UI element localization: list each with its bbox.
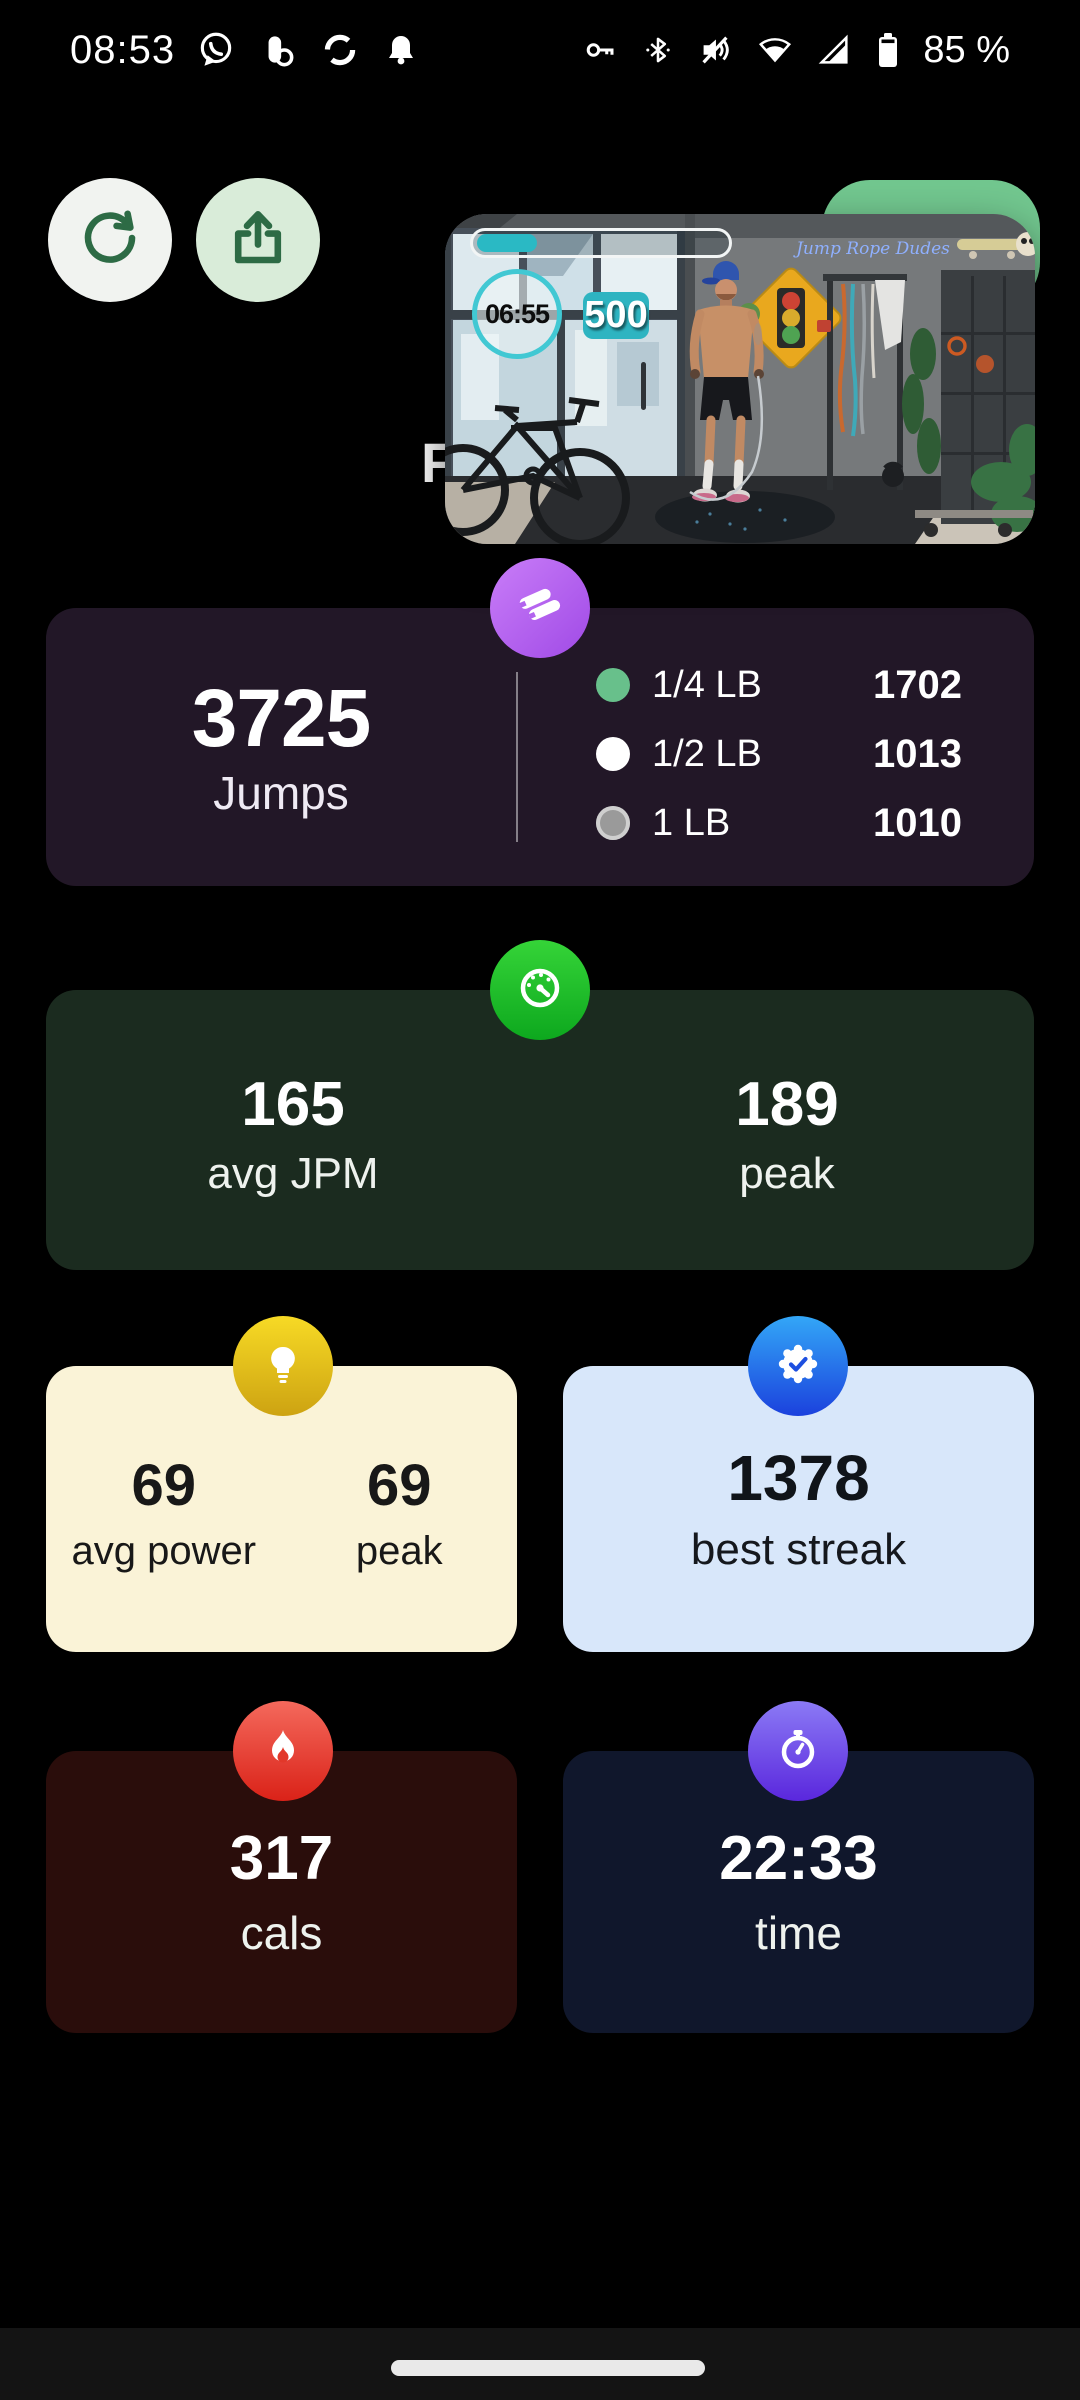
- bell-icon: [381, 30, 421, 70]
- calories-value: 317: [229, 1824, 334, 1893]
- peak-jpm-label: peak: [739, 1149, 835, 1198]
- jumps-total-value: 3725: [191, 673, 371, 764]
- power-card-icon-circle: [233, 1316, 333, 1416]
- elapsed-time: 06:55: [484, 298, 550, 329]
- video-progress-fill: [477, 234, 537, 252]
- peak-jpm-value: 189: [735, 1070, 839, 1139]
- jpm-card-icon-circle: [490, 940, 590, 1040]
- rope-weight-label: 1/4 LB: [652, 663, 762, 706]
- divider: [516, 672, 518, 842]
- jump-counter-badge: 500: [583, 292, 649, 339]
- calories-label: cals: [240, 1907, 323, 1959]
- rope-weight-label: 1 LB: [652, 801, 731, 844]
- whatsapp-notification-icon: [195, 29, 237, 71]
- half-lb-dot-icon: [596, 737, 630, 771]
- cals-card-icon-circle: [233, 1701, 333, 1801]
- rope-breakdown-row: 1/2 LB 1013: [596, 732, 962, 777]
- power-card: 69 avg power 69 peak: [46, 1366, 517, 1652]
- one-lb-dot-icon: [596, 806, 630, 840]
- wifi-icon: [755, 31, 795, 69]
- flame-icon: [257, 1723, 309, 1780]
- video-progress-bar: [470, 228, 732, 258]
- streak-card-icon-circle: [748, 1316, 848, 1416]
- avg-power-value: 69: [131, 1453, 196, 1518]
- jumps-total-label: Jumps: [213, 767, 349, 819]
- avg-jpm-label: avg JPM: [207, 1149, 379, 1198]
- avg-jpm-value: 165: [241, 1070, 345, 1139]
- battery-icon: [873, 30, 903, 70]
- app-notification-icon: [257, 29, 299, 71]
- share-icon: [225, 205, 291, 276]
- duration-label: time: [755, 1907, 842, 1959]
- gym-scene-illustration: Jump Rope Dudes: [445, 214, 1035, 544]
- signal-icon: [815, 31, 853, 69]
- system-navigation-bar: [0, 2328, 1080, 2400]
- refresh-button[interactable]: [48, 178, 172, 302]
- stopwatch-icon: [772, 1723, 824, 1780]
- time-card-icon-circle: [748, 1701, 848, 1801]
- verified-badge-icon: [772, 1338, 824, 1395]
- gesture-pill[interactable]: [391, 2360, 705, 2376]
- key-icon: [583, 31, 621, 69]
- jumps-card-icon-circle: [490, 558, 590, 658]
- rope-jumps-value: 1010: [873, 800, 962, 845]
- refresh-icon: [77, 205, 143, 276]
- mute-icon: [695, 31, 735, 69]
- rope-weight-label: 1/2 LB: [652, 732, 762, 775]
- jump-counter: 500: [584, 294, 648, 336]
- sneakers-icon: [514, 580, 566, 637]
- workout-video-thumbnail[interactable]: Jump Rope Dudes: [445, 214, 1035, 544]
- rope-jumps-value: 1702: [873, 662, 962, 707]
- clock-time: 08:53: [70, 27, 176, 72]
- best-streak-value: 1378: [727, 1442, 870, 1514]
- peak-power-value: 69: [366, 1453, 432, 1518]
- status-bar: 08:53 85 %: [0, 0, 1080, 100]
- speedometer-icon: [514, 962, 566, 1019]
- avg-power-label: avg power: [71, 1529, 257, 1573]
- elapsed-timer-badge: 06:55: [472, 269, 562, 359]
- peak-power-label: peak: [355, 1529, 443, 1573]
- rope-breakdown-row: 1/4 LB 1702: [596, 663, 962, 708]
- rope-jumps-value: 1013: [873, 731, 962, 776]
- rope-breakdown-row: 1 LB 1010: [596, 801, 962, 846]
- sync-icon: [319, 29, 361, 71]
- neon-sign-text: Jump Rope Dudes: [793, 239, 950, 259]
- quarter-lb-dot-icon: [596, 668, 630, 702]
- share-button[interactable]: [196, 178, 320, 302]
- bluetooth-icon: [641, 31, 675, 69]
- best-streak-label: best streak: [690, 1525, 907, 1574]
- lightbulb-icon: [257, 1338, 309, 1395]
- duration-value: 22:33: [719, 1824, 878, 1893]
- battery-percentage: 85 %: [923, 28, 1010, 71]
